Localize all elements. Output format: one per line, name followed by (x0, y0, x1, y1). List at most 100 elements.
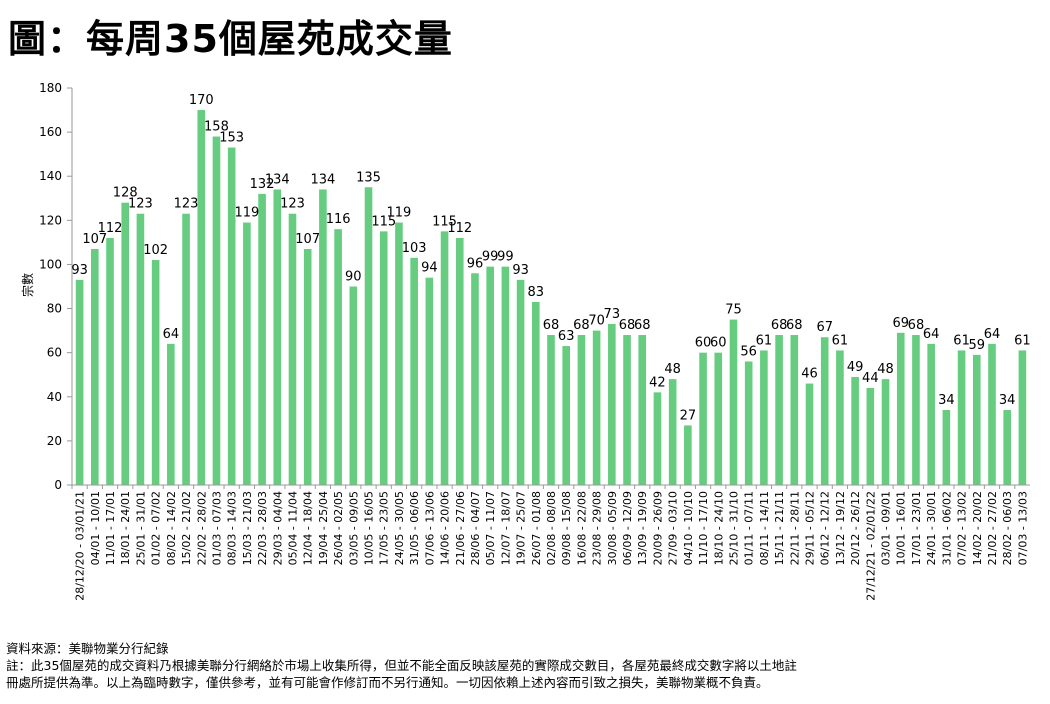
x-tick-label: 22/02 - 28/02 (195, 491, 208, 565)
data-label: 135 (356, 170, 381, 185)
x-tick-label: 27/12/21 - 02/01/22 (864, 491, 877, 601)
data-label: 158 (204, 120, 229, 135)
bar (881, 379, 890, 485)
x-tick-label: 06/12 - 12/12 (819, 491, 832, 565)
data-label: 64 (923, 327, 940, 342)
data-label: 102 (143, 243, 168, 258)
data-label: 107 (82, 232, 107, 247)
x-tick-label: 18/10 - 24/10 (712, 491, 725, 565)
x-tick-label: 01/11 - 07/11 (743, 491, 756, 565)
bar (577, 335, 586, 485)
bar (547, 335, 555, 485)
bar (805, 383, 814, 485)
x-tick-label: 07/06 - 13/06 (423, 491, 436, 565)
bar (212, 136, 221, 485)
data-label: 134 (265, 172, 290, 187)
data-label: 44 (862, 371, 879, 386)
data-label: 132 (250, 177, 275, 192)
x-tick-label: 10/01 - 16/01 (895, 491, 908, 565)
data-label: 59 (969, 338, 986, 353)
bar (410, 257, 418, 485)
x-tick-label: 12/07 - 18/07 (499, 491, 512, 565)
x-tick-label: 16/08 - 22/08 (575, 491, 588, 565)
data-label: 68 (786, 318, 803, 333)
x-tick-label: 13/12 - 19/12 (834, 491, 847, 565)
y-axis: 0 20 40 60 80 100 120 140 160 180 (39, 81, 73, 492)
bar (653, 392, 662, 485)
bar (866, 387, 875, 485)
data-label: 60 (710, 336, 727, 351)
data-label: 63 (558, 329, 575, 344)
x-tick-label: 20/09 - 26/09 (651, 491, 664, 565)
disclaimer-line-2: 冊處所提供為準。以上為臨時數字，僅供參考，並有可能會作修訂而不另行通知。一切因依… (6, 675, 769, 690)
data-label: 68 (908, 318, 925, 333)
data-label: 61 (756, 333, 773, 348)
data-label: 128 (113, 186, 138, 201)
x-tick-label: 19/07 - 25/07 (515, 491, 528, 565)
x-tick-label: 09/08 - 15/08 (560, 491, 573, 565)
data-label: 67 (816, 320, 833, 335)
data-label: 69 (892, 316, 909, 331)
x-tick-label: 20/12 - 26/12 (849, 491, 862, 565)
data-label: 134 (310, 172, 335, 187)
y-tick-label: 120 (39, 213, 62, 227)
data-label: 119 (387, 206, 412, 221)
bar (608, 323, 616, 485)
x-tick-label: 12/04 - 18/04 (302, 491, 315, 565)
x-tick-label: 28/12/20 - 03/01/21 (74, 491, 87, 601)
x-tick-label: 26/07 - 01/08 (530, 491, 543, 565)
bar (349, 286, 358, 485)
x-tick-label: 31/01 - 06/02 (940, 491, 953, 565)
bar (942, 410, 951, 485)
bar (303, 249, 312, 485)
x-tick-label: 03/05 - 09/05 (347, 491, 360, 565)
bar (790, 335, 799, 485)
data-label: 34 (999, 393, 1016, 408)
data-label: 68 (619, 318, 636, 333)
x-tick-label: 18/01 - 24/01 (119, 491, 132, 565)
y-tick-label: 160 (39, 125, 62, 139)
data-label: 64 (984, 327, 1001, 342)
source-note: 資料來源：美聯物業分行紀錄 (6, 641, 169, 656)
page-title: 圖：每周35個屋苑成交量 (8, 17, 453, 61)
data-label: 34 (938, 393, 955, 408)
x-tick-label: 10/05 - 16/05 (363, 491, 376, 565)
x-tick-label: 24/05 - 30/05 (393, 491, 406, 565)
data-label: 99 (482, 250, 499, 265)
data-label: 61 (832, 333, 849, 348)
bar (714, 352, 723, 485)
bar (729, 319, 738, 485)
bar (957, 350, 966, 485)
data-label: 56 (740, 344, 757, 359)
data-label: 68 (573, 318, 590, 333)
data-label: 115 (432, 214, 457, 229)
x-tick-label: 28/02 - 06/03 (1001, 491, 1014, 565)
x-tick-label: 21/06 - 27/06 (454, 491, 467, 565)
bar (75, 279, 84, 485)
data-label: 93 (512, 263, 529, 278)
bar (699, 352, 707, 485)
bar (744, 361, 753, 485)
x-tick-label: 26/04 - 02/05 (332, 491, 345, 565)
data-label: 48 (664, 362, 681, 377)
x-tick-label: 13/09 - 19/09 (636, 491, 649, 565)
bar (836, 350, 844, 485)
x-tick-label: 15/03 - 21/03 (241, 491, 254, 565)
bar (151, 260, 160, 485)
bar (319, 189, 327, 485)
data-label: 70 (588, 314, 605, 329)
x-tick-label: 22/03 - 28/03 (256, 491, 269, 565)
data-labels: 9310711212812310264123170158153119132134… (71, 93, 1030, 423)
data-label: 112 (98, 221, 123, 236)
y-tick-label: 60 (47, 346, 62, 360)
x-tick-label: 25/10 - 31/10 (727, 491, 740, 565)
bar (531, 301, 540, 485)
bar (106, 237, 114, 485)
bar (182, 213, 190, 485)
y-tick-label: 0 (54, 478, 62, 492)
x-tick-label: 04/10 - 10/10 (682, 491, 695, 565)
bar (395, 222, 403, 486)
data-label: 96 (467, 256, 484, 271)
data-label: 64 (163, 327, 180, 342)
